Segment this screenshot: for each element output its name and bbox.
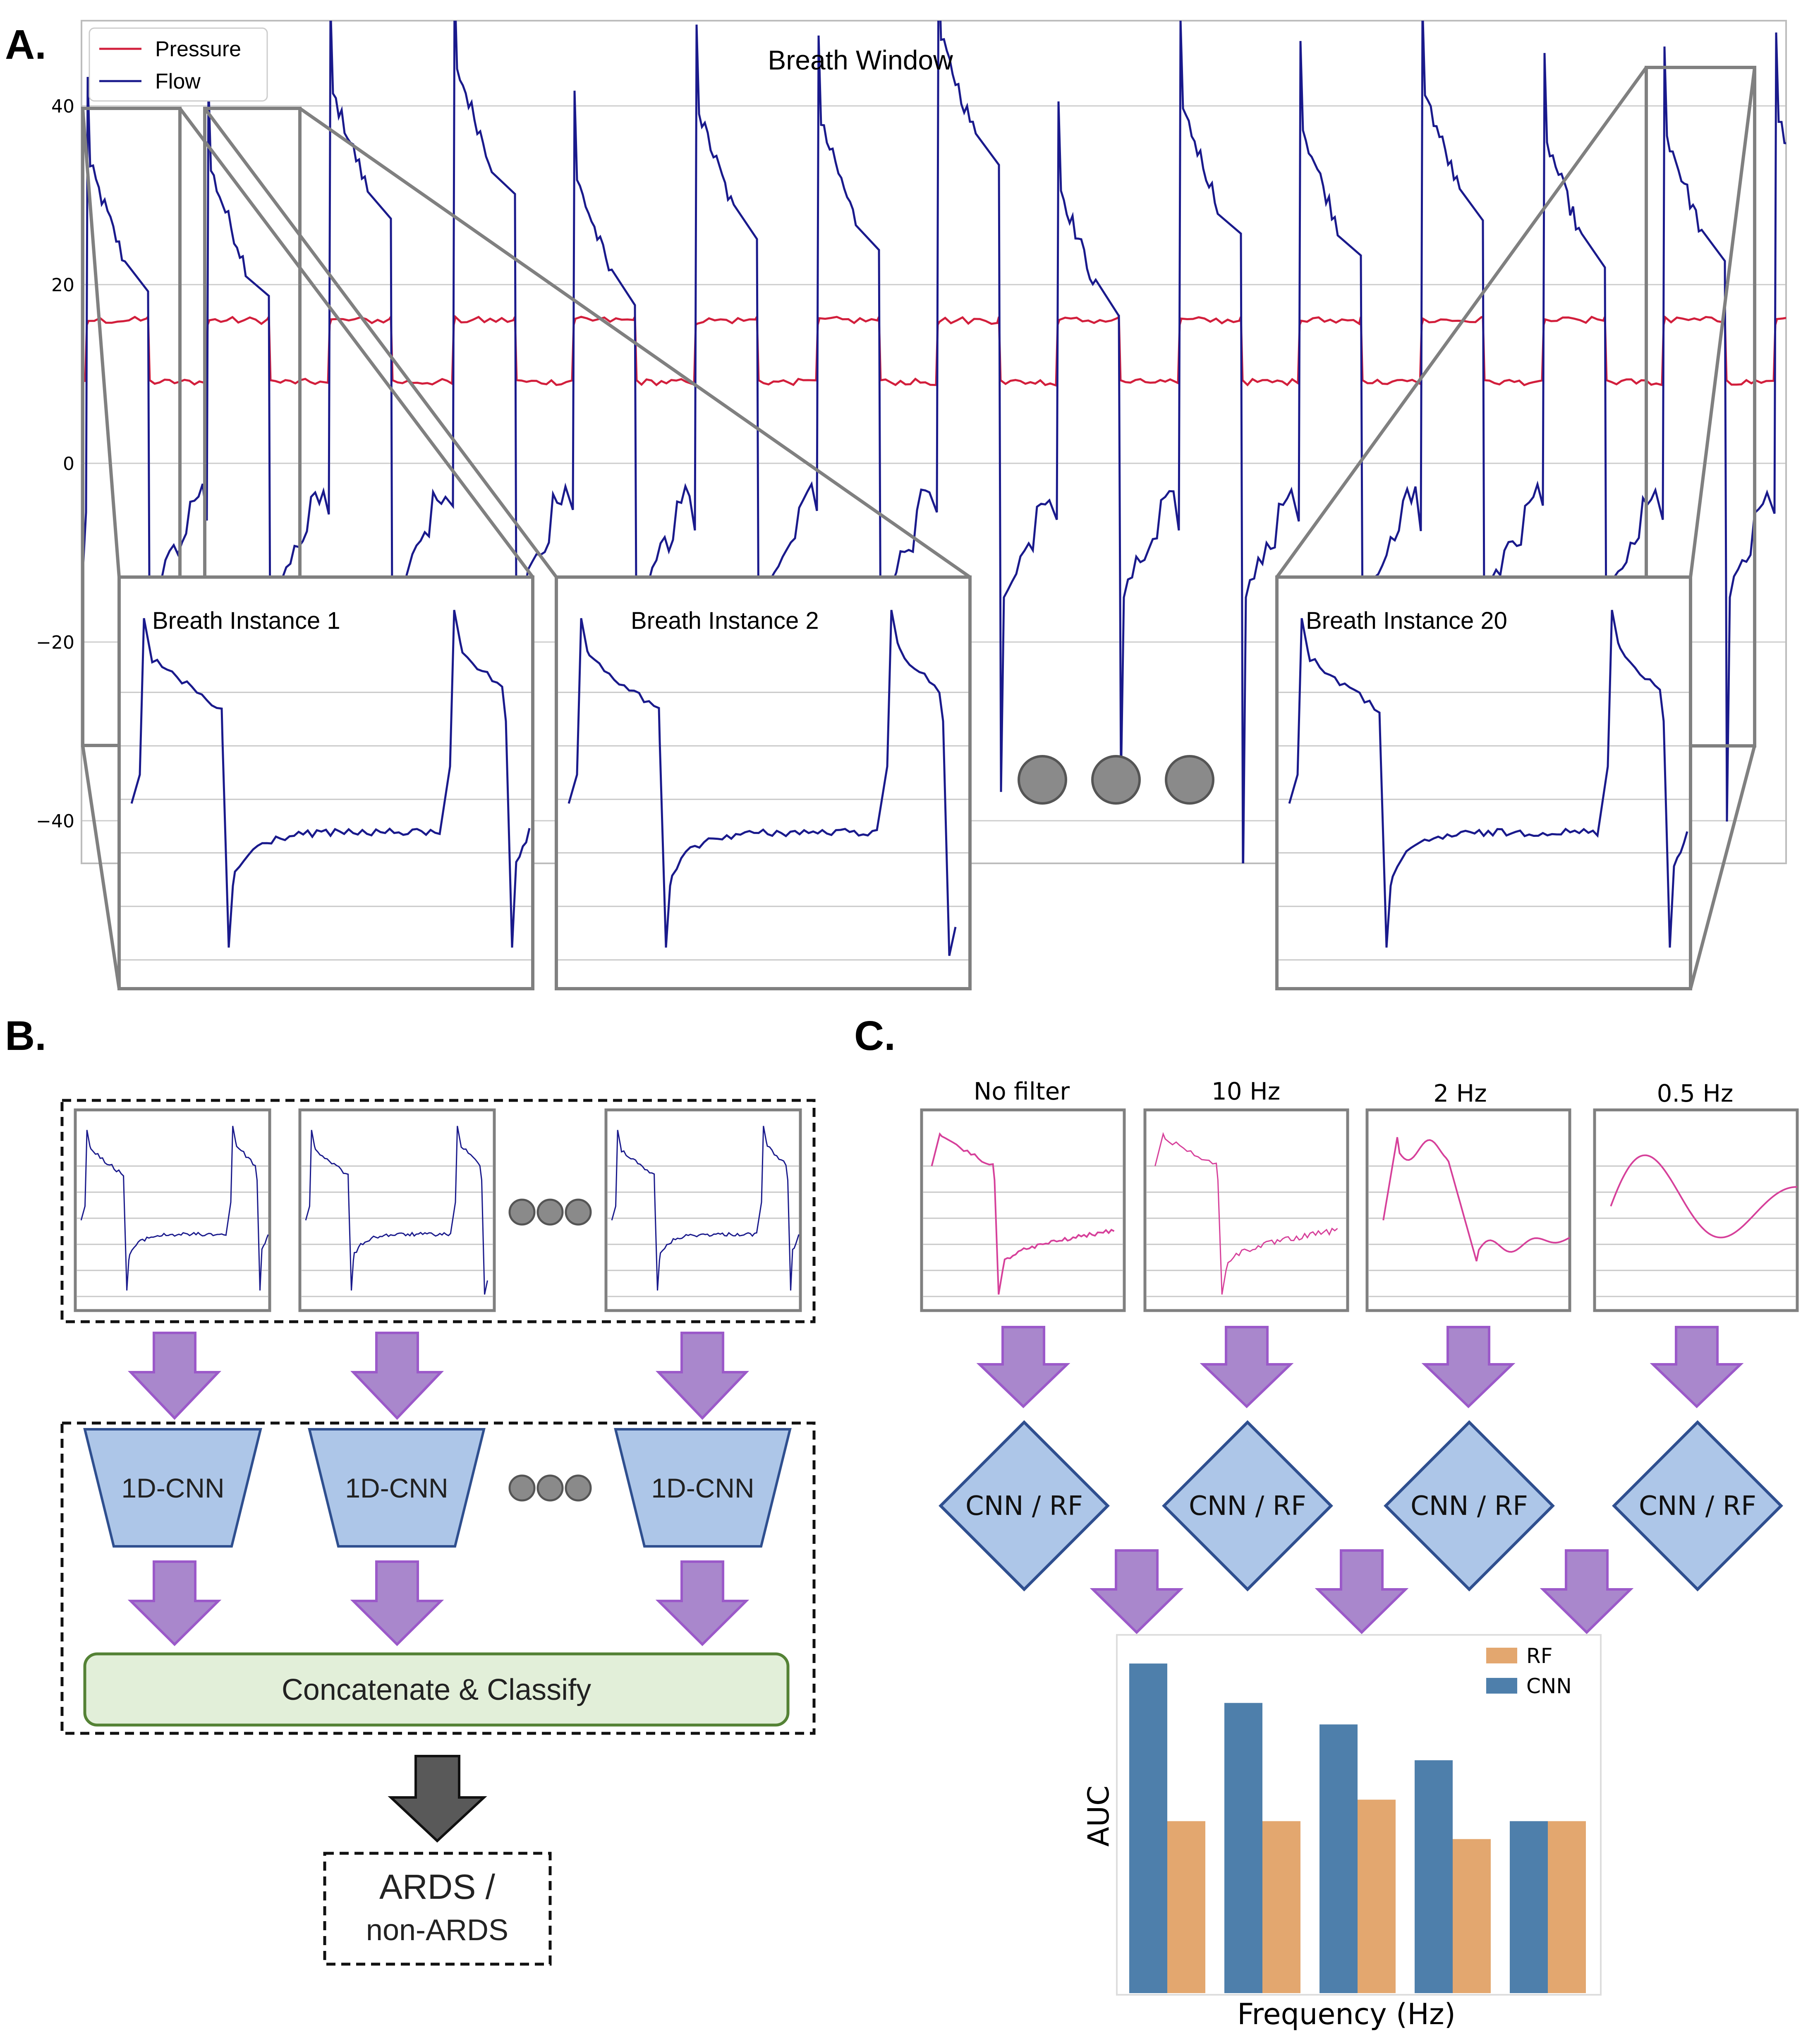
y-tick-label: 20 bbox=[51, 275, 74, 296]
pressure-trace bbox=[81, 313, 1786, 387]
cnn-block-20: 1D-CNN bbox=[614, 1428, 792, 1548]
model-label-1: CNN / RF bbox=[965, 1491, 1083, 1522]
model-diamond-1: CNN / RF bbox=[939, 1420, 1110, 1591]
filtered-thumb-10hz bbox=[1143, 1108, 1349, 1312]
model-diamond-4: CNN / RF bbox=[1612, 1420, 1783, 1591]
filter-title-0-5hz: 0.5 Hz bbox=[1657, 1079, 1734, 1107]
input-breath-thumb-1 bbox=[74, 1108, 271, 1312]
arrows-to-chart bbox=[1090, 1549, 1634, 1634]
input-breath-thumb-2 bbox=[298, 1108, 496, 1312]
bar-cnn-1 bbox=[1129, 1663, 1167, 1993]
filtered-thumb-0-5hz bbox=[1593, 1108, 1799, 1312]
output-line-1: ARDS / bbox=[379, 1867, 496, 1906]
plot-legend: Pressure Flow bbox=[89, 27, 268, 102]
arrows-to-cnn bbox=[127, 1332, 750, 1420]
filter-title-10hz: 10 Hz bbox=[1212, 1077, 1280, 1105]
panel-b-architecture: 1D-CNN 1D-CNN 1D-CNN Concatenate & Class… bbox=[60, 1099, 816, 1966]
arrows-to-concat bbox=[127, 1560, 750, 1646]
legend-swatch-rf bbox=[1486, 1648, 1517, 1663]
instance-ellipsis bbox=[1018, 755, 1214, 805]
output-box: ARDS / non-ARDS bbox=[323, 1852, 552, 1966]
filtered-thumb-none bbox=[920, 1108, 1126, 1312]
bar-rf-1 bbox=[1167, 1821, 1205, 1993]
cnn-block-2: 1D-CNN bbox=[308, 1428, 486, 1548]
x-axis-label: Frequency (Hz) bbox=[1237, 1997, 1456, 2031]
y-tick-label: 0 bbox=[63, 453, 74, 474]
auc-bar-chart: AUC Frequency (Hz) RF CNN bbox=[1082, 1634, 1602, 2031]
panel-a-letter: A. bbox=[5, 22, 46, 68]
flow-trace bbox=[81, 21, 1786, 863]
concatenate-classify-block: Concatenate & Classify bbox=[83, 1652, 790, 1727]
panel-c-filtering: No filter 10 Hz 2 Hz 0.5 Hz bbox=[920, 1077, 1799, 2031]
y-tick-label: −40 bbox=[36, 811, 74, 832]
cnn-label-20: 1D-CNN bbox=[651, 1473, 754, 1503]
model-group-box bbox=[60, 1421, 816, 1735]
filter-title-2hz: 2 Hz bbox=[1433, 1079, 1487, 1107]
breath-window-plot: 40 20 0 −20 −40 Breath Window Pressure Flow bbox=[36, 20, 1787, 990]
bar-cnn-2 bbox=[1224, 1703, 1262, 1993]
output-line-2: non-ARDS bbox=[366, 1914, 508, 1947]
filtered-thumb-2hz bbox=[1365, 1108, 1571, 1312]
output-arrow bbox=[388, 1755, 487, 1843]
arrows-to-models bbox=[976, 1326, 1744, 1409]
y-tick-label: −20 bbox=[36, 632, 74, 653]
model-diamond-3: CNN / RF bbox=[1384, 1420, 1555, 1591]
breath-instance-20-label: Breath Instance 20 bbox=[1306, 607, 1507, 634]
cnn-block-1: 1D-CNN bbox=[83, 1428, 262, 1548]
bar-rf-5 bbox=[1548, 1821, 1586, 1993]
y-tick-label: 40 bbox=[51, 96, 74, 117]
breath-instance-2-label: Breath Instance 2 bbox=[631, 607, 819, 634]
cnn-label-1: 1D-CNN bbox=[121, 1473, 224, 1503]
bar-cnn-5 bbox=[1510, 1821, 1548, 1993]
bar-cnn-3 bbox=[1320, 1724, 1358, 1993]
model-label-2: CNN / RF bbox=[1189, 1491, 1306, 1522]
breath-window-title: Breath Window bbox=[768, 45, 953, 75]
legend-pressure: Pressure bbox=[155, 37, 241, 61]
legend-rf: RF bbox=[1526, 1644, 1553, 1668]
bar-rf-2 bbox=[1262, 1821, 1300, 1993]
cnn-label-2: 1D-CNN bbox=[345, 1473, 448, 1503]
bar-rf-3 bbox=[1358, 1800, 1396, 1993]
model-label-3: CNN / RF bbox=[1410, 1491, 1528, 1522]
breath-instance-1-inset: Breath Instance 1 bbox=[117, 575, 534, 990]
legend-cnn: CNN bbox=[1526, 1674, 1572, 1698]
concat-label: Concatenate & Classify bbox=[282, 1673, 591, 1706]
bar-cnn-4 bbox=[1415, 1760, 1453, 1993]
panel-c-letter: C. bbox=[854, 1013, 896, 1059]
input-ellipsis bbox=[508, 1198, 592, 1226]
breath-instance-20-inset: Breath Instance 20 bbox=[1275, 575, 1692, 990]
y-axis-label: AUC bbox=[1082, 1785, 1116, 1847]
bar-legend: RF CNN bbox=[1486, 1644, 1572, 1698]
model-diamond-2: CNN / RF bbox=[1162, 1420, 1333, 1591]
bar-rf-4 bbox=[1453, 1839, 1491, 1993]
legend-swatch-cnn bbox=[1486, 1678, 1517, 1694]
legend-flow: Flow bbox=[155, 69, 201, 93]
filter-title-none: No filter bbox=[974, 1077, 1070, 1105]
model-label-4: CNN / RF bbox=[1639, 1491, 1756, 1522]
input-group-box bbox=[60, 1099, 816, 1323]
cnn-ellipsis bbox=[508, 1474, 592, 1502]
panel-b-letter: B. bbox=[5, 1013, 46, 1059]
breath-instance-1-label: Breath Instance 1 bbox=[152, 607, 340, 634]
breath-instance-2-inset: Breath Instance 2 bbox=[555, 575, 972, 990]
input-breath-thumb-20 bbox=[604, 1108, 802, 1312]
